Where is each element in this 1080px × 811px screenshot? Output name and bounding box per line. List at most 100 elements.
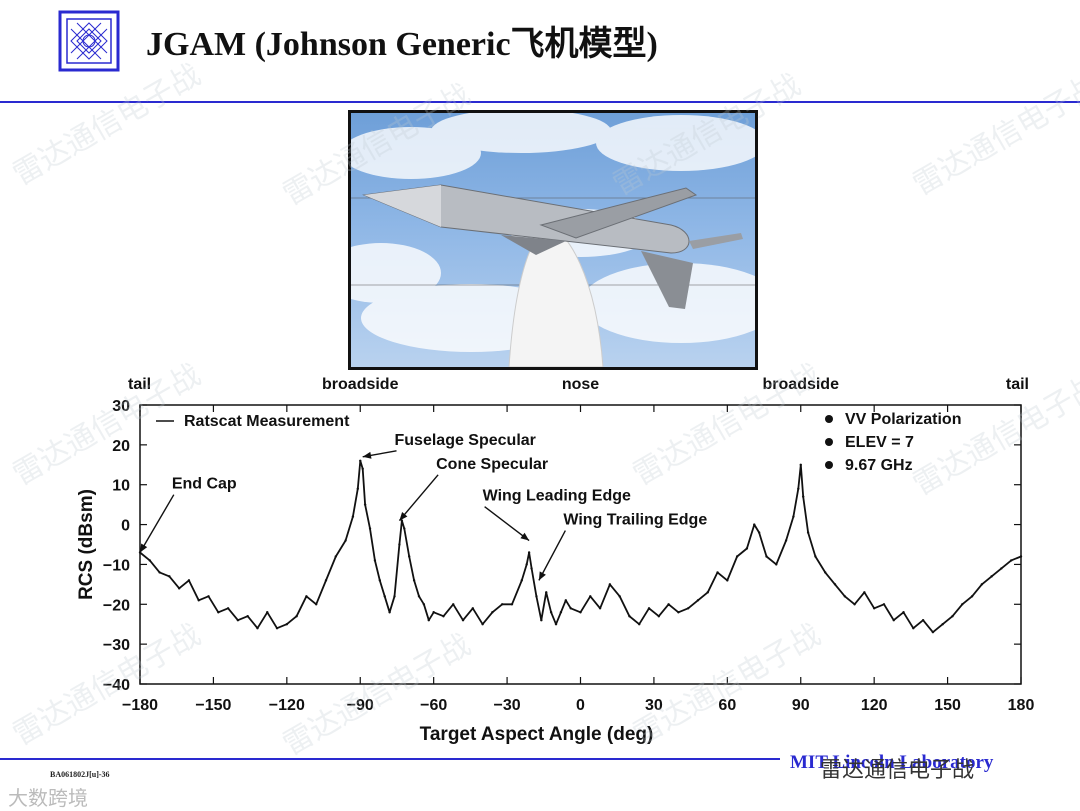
data-point [368,527,372,530]
data-point [432,611,435,614]
x-tick-label: 120 [861,697,888,714]
data-point [824,571,827,574]
y-tick-label: −20 [103,597,130,614]
data-point [801,495,805,498]
data-point [677,611,680,614]
aspect-label: broadside [763,376,840,393]
data-point [373,559,377,562]
annotation-arrow [139,494,175,553]
y-tick-label: 0 [121,518,130,535]
data-point [843,595,846,598]
x-tick-label: 30 [645,697,663,714]
title-divider [0,101,1080,103]
y-tick-label: 20 [112,438,130,455]
data-point [530,567,533,570]
data-point [706,591,709,594]
data-point [638,623,641,626]
data-point [351,515,355,518]
data-point [417,595,421,598]
data-point [545,591,548,594]
data-point [398,543,401,546]
data-point [168,575,171,578]
annotation-label: Wing Leading Edge [483,488,631,505]
data-point [745,547,749,550]
data-point [912,627,915,630]
data-point [686,607,690,610]
data-point [554,623,558,626]
data-point [647,607,651,610]
data-point [315,603,318,606]
data-point [872,607,876,610]
data-point [383,595,386,598]
data-point [696,599,700,602]
x-tick-label: −30 [494,697,521,714]
data-point [295,615,298,618]
data-point [1000,567,1003,570]
data-point [197,599,200,602]
condition-bullet [825,415,833,423]
data-point [407,555,411,558]
condition-text: VV Polarization [845,411,961,428]
data-point [361,467,364,470]
annotation-arrowhead [538,571,546,581]
data-point [256,627,259,630]
data-point [784,539,788,542]
data-point [344,539,347,542]
data-point [598,607,602,610]
data-point [471,607,475,610]
data-point [363,503,367,506]
data-point [667,603,670,606]
y-axis-label: RCS (dBsm) [76,489,97,600]
data-point [970,595,974,598]
data-point [217,611,220,614]
y-tick-label: 10 [112,478,130,495]
document-id: BA061802J[u]-36 [50,770,110,779]
aspect-label: broadside [322,376,399,393]
annotation-arrowhead [362,451,372,459]
annotation-arrow [484,506,530,542]
data-point [403,527,406,530]
data-point [735,555,739,558]
data-point [520,579,523,582]
annotation-label: Fuselage Specular [395,432,536,449]
data-point [266,611,269,614]
data-point [500,603,504,606]
data-point [941,623,944,626]
data-point [1010,559,1013,562]
data-point [931,630,935,634]
data-point [863,591,866,594]
data-point [285,623,289,626]
y-tick-label: −30 [103,637,130,654]
data-point [608,583,612,586]
data-point [246,615,249,618]
data-point [236,619,240,622]
condition-bullet [825,438,833,446]
data-point [305,595,308,598]
annotation-arrowhead [520,532,530,541]
x-tick-label: −60 [420,697,447,714]
x-tick-label: 150 [934,697,961,714]
data-point [324,579,328,582]
organization-name: MIT Lincoln Laboratory [790,752,994,773]
footer-divider [0,758,780,760]
legend-entry: Ratscat Measurement [184,413,350,430]
y-tick-label: −10 [103,557,130,574]
data-point [481,623,484,626]
page-title: JGAM (Johnson Generic飞机模型) [146,26,658,63]
data-point [833,583,837,586]
data-point [792,515,795,518]
annotation-label: Wing Trailing Edge [563,512,707,529]
data-point [902,611,905,614]
data-point [356,487,360,490]
data-point [393,595,396,598]
annotation-arrowhead [140,543,148,553]
data-point [148,559,151,562]
data-point [226,607,230,610]
data-point [589,595,592,598]
x-tick-label: −120 [269,697,305,714]
data-point [951,615,954,618]
data-point [461,619,465,622]
rcs-trace [139,459,1022,634]
condition-text: ELEV = 7 [845,434,914,451]
watermark: 雷达通信电子战 [907,68,1080,202]
